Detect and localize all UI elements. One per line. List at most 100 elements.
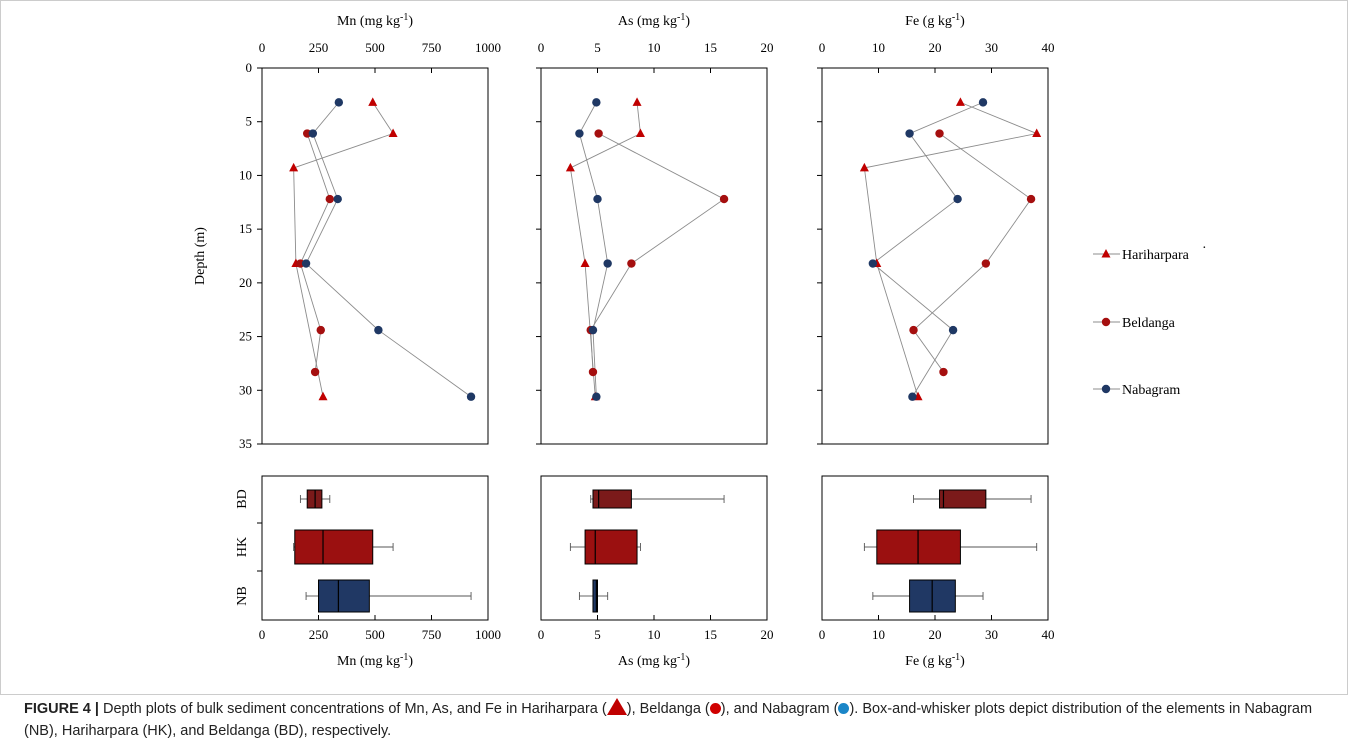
- legend-label-hariharpara: Hariharpara: [1122, 248, 1190, 263]
- data-point-beldanga: [909, 325, 918, 335]
- x-tick-label: 1000: [475, 40, 501, 55]
- data-point-beldanga: [719, 194, 729, 204]
- box-bd: [592, 489, 632, 509]
- triangle-icon: [606, 698, 627, 715]
- x-tick-label: 30: [985, 627, 998, 642]
- x-tick-label: 0: [819, 40, 826, 55]
- category-label-nb: NB: [235, 586, 250, 605]
- data-point-nabagram: [334, 98, 344, 107]
- legend-marker-beldanga: [1101, 317, 1111, 327]
- red-dot-icon: [709, 703, 721, 714]
- data-point-nabagram: [908, 392, 917, 401]
- y-tick-label: 15: [239, 221, 252, 236]
- caption-text-1: Depth plots of bulk sediment concentrati…: [103, 701, 607, 717]
- box-nb: [592, 579, 598, 613]
- x-tick-label: 250: [309, 40, 329, 55]
- x-tick-label: 250: [309, 627, 329, 642]
- data-point-beldanga: [316, 325, 325, 335]
- data-point-nabagram: [575, 129, 584, 138]
- figure-caption: FIGURE 4 | Depth plots of bulk sediment …: [24, 698, 1324, 742]
- series-line-nabagram: [872, 101, 984, 397]
- data-point-nabagram: [905, 129, 914, 138]
- category-label-bd: BD: [235, 489, 250, 508]
- x-tick-label: 15: [704, 627, 717, 642]
- legend-marker-nabagram: [1101, 384, 1111, 394]
- series-line-nabagram: [305, 102, 472, 398]
- y-tick-label: 35: [239, 436, 252, 451]
- data-point-hariharpara: [635, 128, 645, 138]
- caption-text-4: ). Box-and-whisker plots depict distribu…: [24, 701, 1313, 739]
- data-point-nabagram: [301, 259, 311, 268]
- x-tick-label: 5: [594, 40, 601, 55]
- box-panel-1: 0 250 500 750 1000 BD HK NB: [235, 475, 501, 642]
- data-point-beldanga: [594, 129, 603, 138]
- data-point-nabagram: [868, 259, 878, 268]
- data-point-beldanga: [310, 367, 320, 377]
- legend-label-nabagram: Nabagram: [1122, 383, 1180, 398]
- data-point-beldanga: [325, 194, 334, 204]
- data-point-beldanga: [627, 259, 636, 268]
- data-point-beldanga: [935, 129, 944, 138]
- x-axis-title: Fe (g kg-1): [905, 12, 965, 29]
- x-tick-label: 40: [1042, 627, 1055, 642]
- x-tick-label: 20: [929, 40, 942, 55]
- data-point-hariharpara: [1032, 128, 1042, 138]
- data-point-hariharpara: [289, 162, 299, 172]
- data-point-nabagram: [593, 194, 602, 204]
- y-tick-label: 25: [239, 329, 252, 344]
- data-point-nabagram: [592, 392, 601, 401]
- x-tick-label: 0: [819, 627, 826, 642]
- data-point-nabagram: [948, 325, 958, 335]
- data-point-hariharpara: [955, 97, 965, 106]
- x-axis-title: As (mg kg-1): [618, 12, 690, 29]
- data-point-beldanga: [939, 367, 948, 377]
- x-tick-label: 20: [761, 40, 774, 55]
- x-tick-label: 10: [648, 40, 661, 55]
- figure-border: [0, 0, 1348, 695]
- x-tick-label: 0: [259, 627, 266, 642]
- caption-text-3: ), and Nabagram (: [720, 701, 839, 717]
- x-tick-label: 750: [422, 40, 442, 55]
- legend: Hariharpara Beldanga Nabagram ·: [1093, 241, 1207, 398]
- category-label-hk: HK: [235, 537, 250, 557]
- data-point-nabagram: [588, 325, 598, 335]
- data-point-hariharpara: [859, 162, 869, 172]
- x-tick-label: 0: [538, 40, 545, 55]
- data-point-nabagram: [592, 98, 601, 107]
- data-point-nabagram: [603, 259, 612, 268]
- data-point-hariharpara: [632, 97, 642, 106]
- box-nb: [318, 579, 370, 613]
- x-tick-label: 40: [1042, 40, 1055, 55]
- x-axis-title: Mn (mg kg-1): [337, 652, 413, 669]
- legend-label-beldanga: Beldanga: [1122, 316, 1176, 331]
- box-panel-3: 0 10 20 30 40: [819, 475, 1055, 642]
- data-point-nabagram: [953, 194, 962, 204]
- series-line-nabagram: [578, 102, 609, 397]
- box-hk: [584, 529, 638, 565]
- data-point-beldanga: [588, 367, 598, 377]
- box-panel-2: 0 5 10 15 20: [538, 475, 774, 642]
- box-hk: [294, 529, 374, 565]
- y-tick-label: 30: [239, 382, 252, 397]
- y-axis-title: Depth (m): [193, 227, 208, 285]
- x-tick-label: 750: [422, 627, 442, 642]
- data-point-nabagram: [308, 129, 318, 138]
- data-point-hariharpara: [388, 128, 398, 138]
- x-tick-label: 500: [365, 40, 385, 55]
- caption-text-2: ), Beldanga (: [626, 701, 710, 717]
- y-tick-label: 0: [246, 60, 253, 75]
- x-tick-label: 1000: [475, 627, 501, 642]
- legend-marker-hariharpara: [1101, 249, 1111, 258]
- data-point-beldanga: [1026, 194, 1036, 204]
- x-tick-label: 0: [259, 40, 266, 55]
- y-tick-label: 5: [246, 114, 253, 129]
- x-tick-label: 10: [872, 627, 885, 642]
- data-point-hariharpara: [580, 258, 590, 268]
- data-point-hariharpara: [368, 97, 378, 106]
- y-tick-label: 10: [239, 167, 252, 182]
- data-point-hariharpara: [318, 391, 328, 401]
- x-tick-label: 20: [929, 627, 942, 642]
- x-axis-title: Mn (mg kg-1): [337, 12, 413, 29]
- x-tick-label: 20: [761, 627, 774, 642]
